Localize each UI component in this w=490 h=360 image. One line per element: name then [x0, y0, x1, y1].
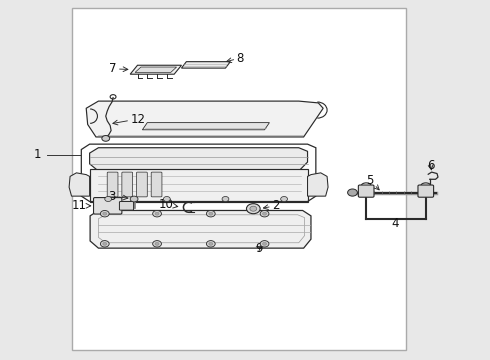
Polygon shape	[69, 173, 90, 196]
Text: 2: 2	[264, 199, 279, 212]
Circle shape	[347, 189, 357, 196]
Text: 9: 9	[255, 242, 262, 255]
FancyBboxPatch shape	[107, 172, 118, 197]
Text: 4: 4	[392, 217, 399, 230]
Circle shape	[209, 242, 213, 245]
Circle shape	[206, 211, 215, 217]
Text: 12: 12	[113, 113, 145, 126]
FancyBboxPatch shape	[151, 172, 162, 197]
Circle shape	[263, 212, 267, 215]
Circle shape	[246, 204, 260, 214]
Circle shape	[153, 240, 161, 247]
FancyBboxPatch shape	[122, 172, 133, 197]
FancyBboxPatch shape	[137, 172, 147, 197]
Circle shape	[163, 197, 170, 202]
Circle shape	[281, 197, 288, 202]
Circle shape	[260, 211, 269, 217]
FancyBboxPatch shape	[418, 185, 434, 197]
FancyBboxPatch shape	[120, 202, 134, 210]
FancyBboxPatch shape	[358, 185, 374, 197]
Circle shape	[102, 135, 110, 141]
Polygon shape	[181, 62, 230, 68]
Circle shape	[155, 242, 159, 245]
Circle shape	[103, 212, 107, 215]
Circle shape	[222, 197, 229, 202]
Circle shape	[250, 206, 257, 211]
Polygon shape	[130, 65, 181, 74]
FancyBboxPatch shape	[94, 198, 122, 214]
Circle shape	[103, 242, 107, 245]
Circle shape	[263, 242, 267, 245]
Polygon shape	[135, 67, 176, 72]
Polygon shape	[308, 173, 328, 196]
Circle shape	[206, 240, 215, 247]
Circle shape	[100, 211, 109, 217]
Text: 10: 10	[158, 198, 178, 211]
Text: 1: 1	[34, 148, 41, 161]
Polygon shape	[90, 148, 308, 171]
Circle shape	[100, 240, 109, 247]
Text: 7: 7	[109, 62, 128, 75]
Polygon shape	[90, 211, 311, 248]
Text: 6: 6	[427, 159, 435, 172]
Text: 5: 5	[366, 174, 379, 190]
Polygon shape	[143, 123, 270, 130]
Polygon shape	[90, 169, 308, 202]
Circle shape	[209, 212, 213, 215]
Circle shape	[153, 211, 161, 217]
Circle shape	[155, 212, 159, 215]
Polygon shape	[86, 101, 323, 137]
FancyBboxPatch shape	[72, 8, 406, 350]
Text: 3: 3	[108, 190, 128, 203]
Circle shape	[105, 197, 112, 202]
Circle shape	[260, 240, 269, 247]
Text: 11: 11	[72, 199, 91, 212]
Text: 8: 8	[227, 51, 244, 64]
Circle shape	[130, 196, 138, 202]
